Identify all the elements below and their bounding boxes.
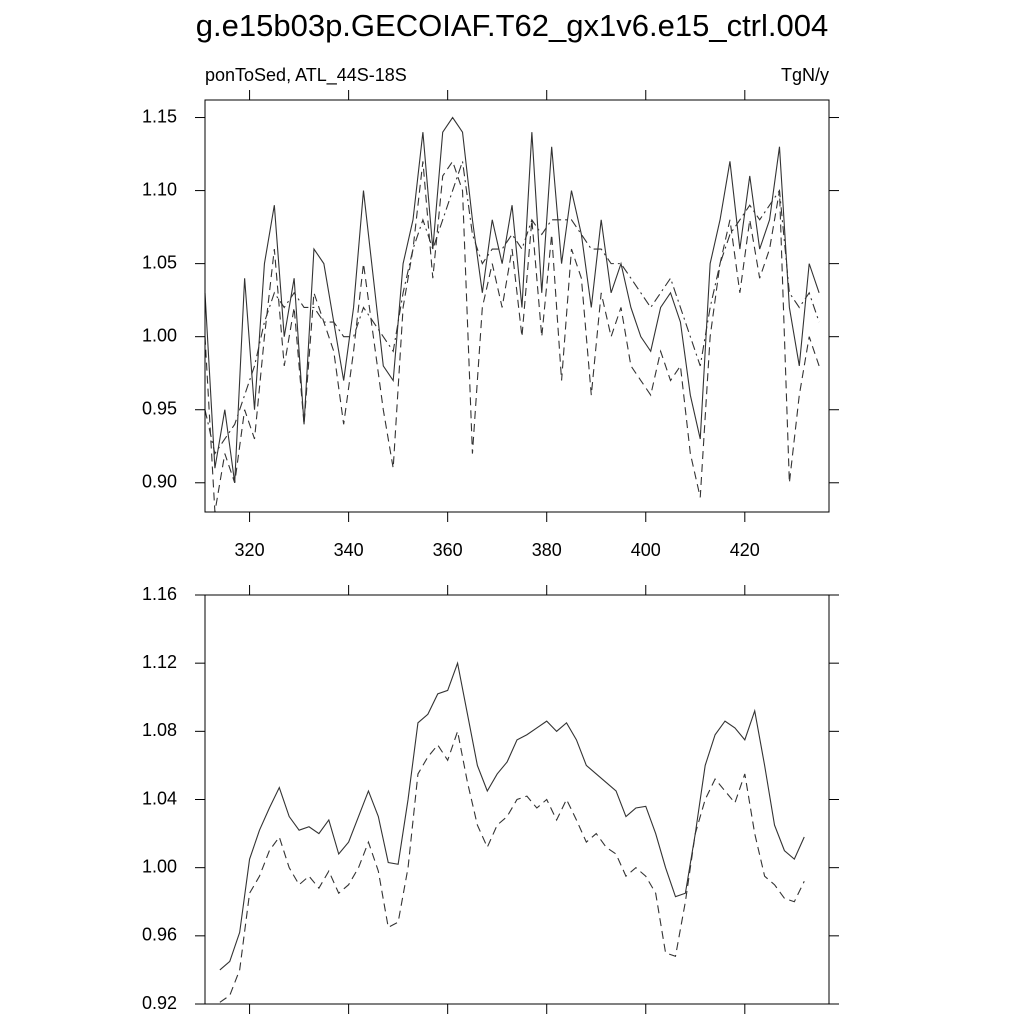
plot-frame [204, 99, 830, 513]
x-tick-label: 400 [631, 540, 661, 560]
x-tick-label: 340 [334, 540, 364, 560]
y-tick-label: 0.96 [142, 925, 177, 945]
y-tick-label: 1.16 [142, 584, 177, 604]
y-tick-label: 1.15 [142, 106, 177, 126]
x-tick-label: 420 [730, 540, 760, 560]
y-tick-label: 1.10 [142, 179, 177, 199]
plot-left-label: ponToSed, ATL_44S-18S [205, 65, 407, 86]
data-line [219, 661, 805, 971]
x-tick-label: 380 [532, 540, 562, 560]
y-tick-label: 0.92 [142, 993, 177, 1013]
y-tick-label: 0.90 [142, 472, 177, 492]
plot-right-label: TgN/y [781, 65, 829, 85]
x-tick-label: 360 [433, 540, 463, 560]
data-line [219, 729, 805, 1003]
y-tick-label: 0.95 [142, 398, 177, 418]
data-line [204, 161, 820, 455]
figure-title: g.e15b03p.GECOIAF.T62_gx1v6.e15_ctrl.004 [196, 8, 828, 43]
y-tick-label: 1.12 [142, 652, 177, 672]
data-line [204, 160, 820, 513]
y-tick-label: 1.05 [142, 252, 177, 272]
y-tick-label: 1.04 [142, 788, 177, 808]
x-tick-label: 320 [235, 540, 265, 560]
y-tick-label: 1.08 [142, 720, 177, 740]
y-tick-label: 1.00 [142, 856, 177, 876]
plot-frame [204, 594, 830, 1005]
y-tick-label: 1.00 [142, 325, 177, 345]
data-line [204, 116, 820, 483]
